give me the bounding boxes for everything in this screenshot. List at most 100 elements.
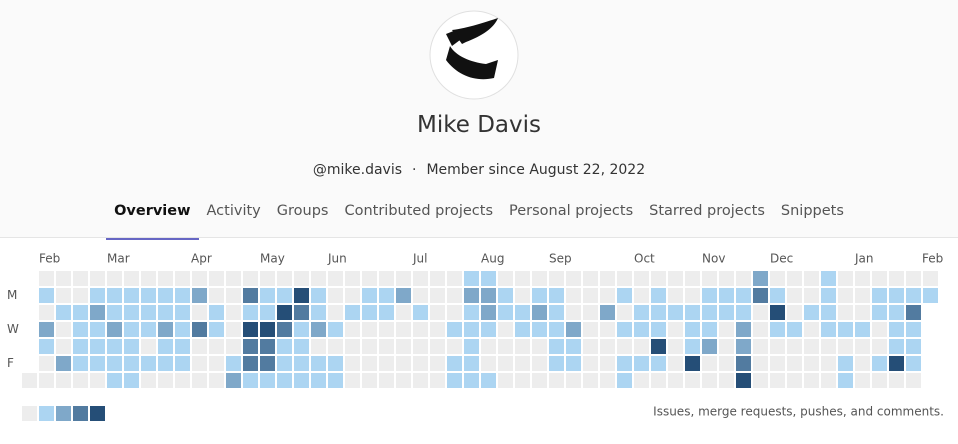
day-cell [413,339,428,354]
day-cell [923,288,938,303]
day-cell [56,271,71,286]
day-cell [906,288,921,303]
tab[interactable]: Personal projects [509,203,634,219]
day-cell [634,356,649,371]
day-cell [294,288,309,303]
month-label: Dec [770,252,793,266]
day-cell [73,356,88,371]
day-cell [277,356,292,371]
day-cell [294,322,309,337]
day-cell [855,305,870,320]
day-cell [821,322,836,337]
day-cell [90,288,105,303]
day-cell [600,305,615,320]
day-cell [566,322,581,337]
day-cell [294,271,309,286]
day-cell [107,288,122,303]
day-cell [107,322,122,337]
day-cell [804,305,819,320]
month-label: Mar [107,252,130,266]
day-cell [243,271,258,286]
day-cell [328,322,343,337]
day-cell [362,322,377,337]
day-cell [532,271,547,286]
day-cell [379,305,394,320]
day-cell [413,305,428,320]
day-cell [124,271,139,286]
day-cell [192,339,207,354]
day-cell [362,288,377,303]
tab[interactable]: Starred projects [649,203,765,219]
tab[interactable]: Contributed projects [344,203,494,219]
day-cell [906,322,921,337]
day-cell [379,339,394,354]
day-cell [481,373,496,388]
day-cell [379,373,394,388]
day-cell [90,356,105,371]
day-cell [532,305,547,320]
day-cell [617,271,632,286]
day-cell [532,288,547,303]
day-cell [617,339,632,354]
day-cell [73,322,88,337]
day-cell [124,288,139,303]
day-cell [583,271,598,286]
day-cell [566,271,581,286]
day-cell [821,356,836,371]
day-cell [209,356,224,371]
day-cell [872,339,887,354]
day-cell [158,288,173,303]
day-cell [515,322,530,337]
day-cell [702,373,717,388]
day-cell [753,322,768,337]
day-cell [243,322,258,337]
day-cell [90,322,105,337]
day-cell [838,305,853,320]
day-cell [175,305,190,320]
day-cell [294,356,309,371]
day-cell [770,373,785,388]
day-cell [668,288,683,303]
tab[interactable]: Groups [276,203,329,219]
day-cell [362,373,377,388]
day-cell [243,356,258,371]
day-cell [107,356,122,371]
tab[interactable]: Activity [206,203,261,219]
tab[interactable]: Snippets [780,203,844,219]
day-cell [736,288,751,303]
day-cell [73,305,88,320]
day-cell [566,288,581,303]
day-cell [923,271,938,286]
day-cell [39,271,54,286]
day-cell [175,339,190,354]
month-label: Nov [702,252,725,266]
day-cell [430,305,445,320]
day-cell [226,356,241,371]
day-cell [209,271,224,286]
day-cell [804,271,819,286]
day-cell [600,339,615,354]
day-cell [770,288,785,303]
day-cell [192,305,207,320]
day-cell [39,305,54,320]
day-cell [804,373,819,388]
day-cell [141,373,156,388]
day-cell [260,373,275,388]
user-meta: @mike.davis · Member since August 22, 2022 [0,162,958,178]
day-cell [719,339,734,354]
day-cell [209,305,224,320]
day-cell [821,288,836,303]
day-cell [719,271,734,286]
day-cell [532,339,547,354]
day-cell [396,339,411,354]
avatar-icon [446,18,498,80]
day-cell [22,373,37,388]
month-label: Sep [549,252,572,266]
day-cell [838,373,853,388]
tab[interactable]: Overview [106,200,199,240]
day-cell [498,322,513,337]
month-label: Oct [634,252,655,266]
day-cell [56,373,71,388]
day-cell [107,271,122,286]
day-cell [328,356,343,371]
